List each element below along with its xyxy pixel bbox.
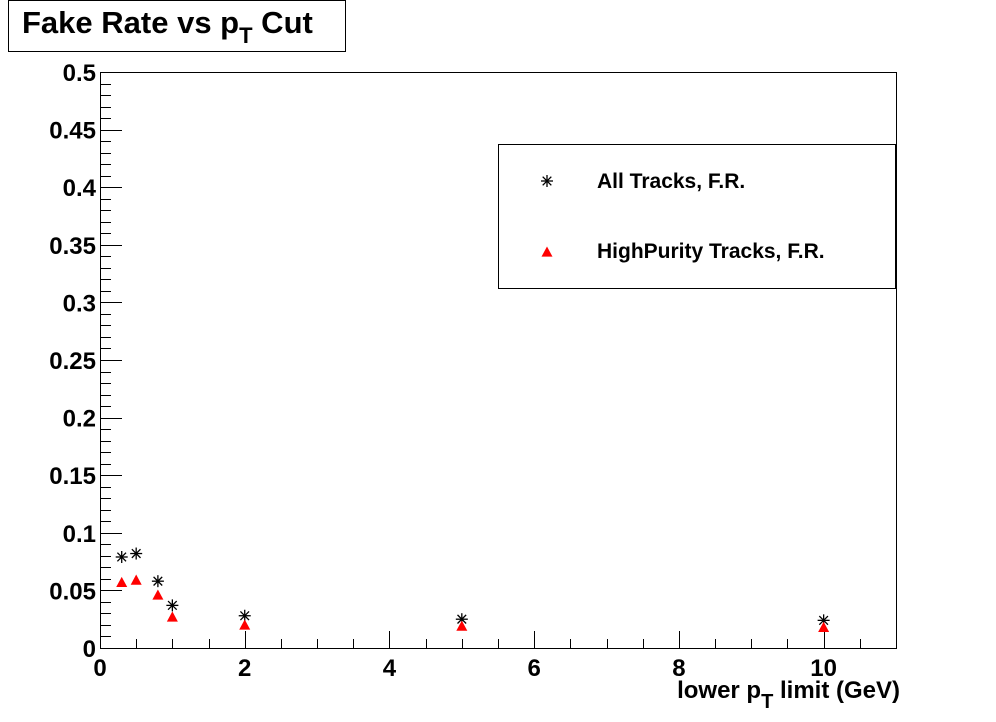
legend-label-all-tracks: All Tracks, F.R. [597,170,745,193]
y-tick-label: 0.15 [49,463,96,490]
data-point-highpurity-tracks [239,619,251,630]
y-tick-label: 0.45 [49,118,96,145]
x-tick-label: 0 [93,655,106,682]
title-frame [8,0,346,52]
data-point-all-tracks [130,547,143,560]
data-point-highpurity-tracks [456,620,468,631]
x-tick-label: 4 [383,655,397,682]
legend-triangle-icon [541,246,553,257]
y-tick-label: 0.35 [49,233,96,260]
x-axis-title: lower pT limit (GeV) [677,677,900,713]
legend-marker-highpurity-tracks [541,246,553,257]
legend-marker-all-tracks [541,175,553,187]
y-tick-label: 0.25 [49,348,96,375]
data-point-highpurity-tracks [116,576,128,588]
x-tick-label: 10 [810,655,837,682]
data-point-highpurity-tracks [166,611,178,622]
y-axis: 0 0.05 0.1 0.15 0.2 0.25 0.3 0.35 0.4 0.45 0.5 [49,60,122,663]
chart-title-main: Fake Rate vs p [22,5,239,40]
y-tick-label: 0.3 [63,290,96,317]
x-axis: 0 2 4 6 8 10 [93,631,897,682]
data-point-all-tracks [151,575,164,588]
data-point-highpurity-tracks [152,589,164,600]
chart-title: Fake Rate vs pT Cut [22,5,313,48]
data-point-all-tracks [238,609,251,622]
legend-asterisk-icon [541,175,553,187]
y-tick-label: 0.1 [63,521,96,548]
series-all-tracks [115,547,830,627]
x-tick-label: 8 [672,655,685,682]
x-axis-title-rest: limit (GeV) [773,677,900,704]
y-tick-label: 0.2 [63,406,96,433]
legend-label-highpurity-tracks: HighPurity Tracks, F.R. [597,240,825,263]
data-point-all-tracks [455,613,468,626]
data-point-highpurity-tracks [130,574,142,585]
y-tick-label: 0.5 [63,60,96,87]
x-tick-label: 2 [238,655,251,682]
plot-points [115,547,830,632]
legend-frame [498,144,896,289]
title-box: Fake Rate vs pT Cut [8,0,346,52]
x-tick-label: 6 [528,655,541,682]
y-tick-label: 0 [83,636,96,663]
data-point-all-tracks [166,599,179,612]
x-axis-title-subscript: T [761,691,773,713]
x-axis-title-main: lower p [677,677,761,704]
data-point-all-tracks [115,550,128,563]
chart-title-rest: Cut [253,5,313,40]
legend: All Tracks, F.R. HighPurity Tracks, F.R. [498,144,896,289]
y-tick-label: 0.4 [63,175,97,202]
chart-title-subscript: T [239,23,253,48]
data-point-highpurity-tracks [818,621,830,632]
series-highpurity-tracks [116,574,830,632]
y-tick-label: 0.05 [49,578,96,605]
